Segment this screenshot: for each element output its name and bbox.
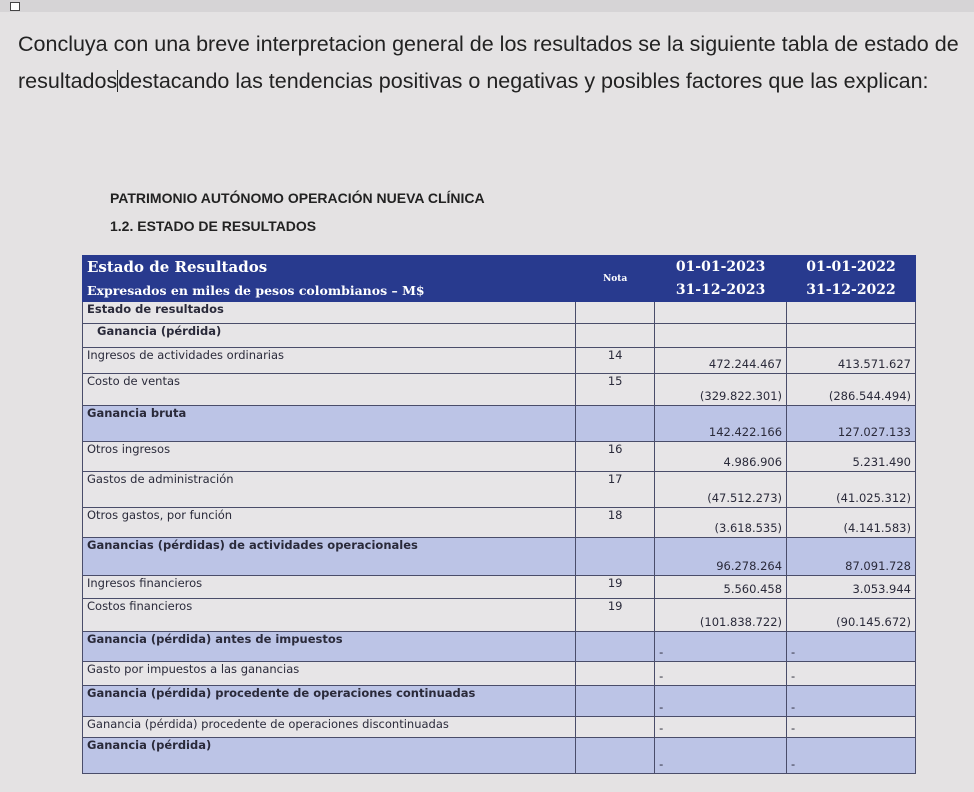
value-2022: (90.145.672) [786,598,916,632]
value-2023: - [654,631,788,662]
row-nota [575,405,656,442]
value-2023: 96.278.264 [654,537,788,576]
question-text-part2: destacando las tendencias positivas o ne… [118,68,929,93]
row-label: Ganancia bruta [81,405,577,442]
row-label: Ganancias (pérdidas) de actividades oper… [81,537,577,576]
table-row: Ingresos de actividades ordinarias 14 472.… [81,347,916,374]
text-cursor [117,69,119,92]
value-2023: - [654,685,788,717]
table-row: Ganancia (pérdida) procedente de operaci… [81,716,916,738]
period-2022-from: 01-01-2022 [786,255,916,279]
value-2022: (286.544.494) [786,373,916,406]
value-2023: (47.512.273) [654,471,788,508]
table-row: Costos financieros 19 (101.838.722) (90.145… [81,598,916,632]
income-statement-table: Estado de Resultados Nota 01-01-2023 01-… [81,255,916,774]
row-label: Ganancia (pérdida) [81,323,577,348]
value-2023: (101.838.722) [654,598,788,632]
value-2022: - [786,631,916,662]
value-2022: 413.571.627 [786,347,916,374]
period-2022-to: 31-12-2022 [786,278,916,302]
row-nota: 18 [575,507,656,538]
row-label: Estado de resultados [81,301,577,324]
table-row: Estado de resultados [81,301,916,324]
row-label: Ingresos financieros [81,575,577,599]
table-row: Costo de ventas 15 (329.822.301) (286.544.4… [81,373,916,406]
value-2022: 87.091.728 [786,537,916,576]
value-2023: 4.986.906 [654,441,788,472]
question-text-part1: Concluya con una breve interpretacion ge… [18,32,959,93]
row-label: Costos financieros [81,598,577,632]
table-row: Ganancia (pérdida) - - [81,737,916,774]
row-label: Ingresos de actividades ordinarias [81,347,577,374]
row-nota: 19 [575,575,656,599]
row-nota [575,685,656,717]
value-2022: - [786,685,916,717]
row-label: Otros ingresos [81,441,577,472]
window-checkbox[interactable] [10,2,20,11]
value-2023: 5.560.458 [654,575,788,599]
value-2023: (329.822.301) [654,373,788,406]
question-text[interactable]: Concluya con una breve interpretacion ge… [18,26,968,99]
value-2022: - [786,716,916,738]
table-row: Gasto por impuestos a las ganancias - - [81,661,916,686]
row-label: Ganancia (pérdida) [81,737,577,774]
table-title: Estado de Resultados [81,255,577,279]
value-2022: 3.053.944 [786,575,916,599]
value-2022: - [786,661,916,686]
value-2023: - [654,737,788,774]
value-2022: (41.025.312) [786,471,916,508]
row-label: Costo de ventas [81,373,577,406]
period-2023-from: 01-01-2023 [654,255,788,279]
row-label: Ganancia (pérdida) antes de impuestos [81,631,577,662]
value-2023 [654,323,788,348]
table-row: Otros gastos, por función 18 (3.618.535) (4… [81,507,916,538]
value-2022: (4.141.583) [786,507,916,538]
row-label: Gastos de administración [81,471,577,508]
value-2023 [654,301,788,324]
value-2022 [786,301,916,324]
row-nota [575,631,656,662]
section-heading: 1.2. ESTADO DE RESULTADOS [110,218,317,234]
row-label: Otros gastos, por función [81,507,577,538]
value-2022: - [786,737,916,774]
table-row: Ganancia (pérdida) [81,323,916,348]
row-nota: 15 [575,373,656,406]
table-row: Ganancia (pérdida) procedente de operaci… [81,685,916,717]
value-2022 [786,323,916,348]
row-nota [575,323,656,348]
table-row: Ganancias (pérdidas) de actividades oper… [81,537,916,576]
table-row: Ingresos financieros 19 5.560.458 3.053.944 [81,575,916,599]
value-2022: 5.231.490 [786,441,916,472]
nota-header: Nota [575,255,656,302]
row-label: Ganancia (pérdida) procedente de operaci… [81,685,577,717]
row-nota [575,737,656,774]
entity-heading: PATRIMONIO AUTÓNOMO OPERACIÓN NUEVA CLÍN… [110,190,485,206]
row-nota: 17 [575,471,656,508]
period-2023-to: 31-12-2023 [654,278,788,302]
row-nota: 19 [575,598,656,632]
row-nota [575,537,656,576]
table-header-row: Estado de Resultados Nota 01-01-2023 01-… [81,255,916,302]
value-2023: 142.422.166 [654,405,788,442]
row-nota: 16 [575,441,656,472]
table-row: Gastos de administración 17 (47.512.273) (4… [81,471,916,508]
table-row: Otros ingresos 16 4.986.906 5.231.490 [81,441,916,472]
value-2022: 127.027.133 [786,405,916,442]
row-label: Ganancia (pérdida) procedente de operaci… [81,716,577,738]
row-nota [575,716,656,738]
table-header-row: Expresados en miles de pesos colombianos… [81,278,916,302]
table-row: Ganancia (pérdida) antes de impuestos - - [81,631,916,662]
value-2023: 472.244.467 [654,347,788,374]
row-nota: 14 [575,347,656,374]
value-2023: - [654,716,788,738]
row-nota [575,301,656,324]
table-row: Ganancia bruta 142.422.166 127.027.133 [81,405,916,442]
window-top-bar [0,0,974,12]
value-2023: - [654,661,788,686]
value-2023: (3.618.535) [654,507,788,538]
row-label: Gasto por impuestos a las ganancias [81,661,577,686]
table-subtitle: Expresados en miles de pesos colombianos… [81,278,577,302]
row-nota [575,661,656,686]
